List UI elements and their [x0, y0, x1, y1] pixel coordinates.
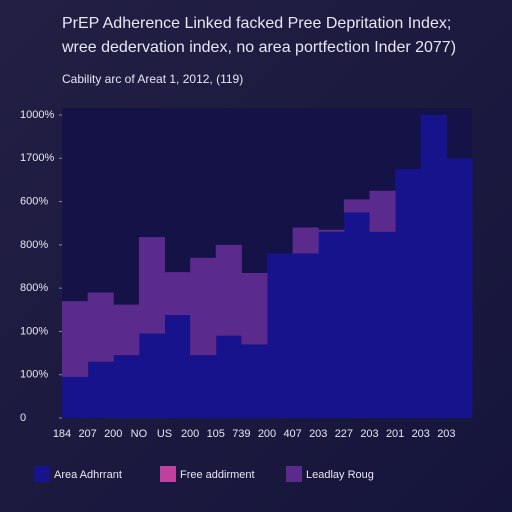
legend-swatch — [286, 466, 302, 482]
area-segment — [369, 190, 396, 232]
y-tick-label: 800% — [20, 282, 48, 294]
area-segment — [215, 244, 242, 336]
x-tick-label: 184 — [53, 428, 71, 440]
area-segment — [318, 229, 345, 232]
area-segment — [190, 257, 217, 356]
area-segment — [395, 169, 422, 418]
legend-label: Free addirment — [180, 469, 255, 481]
chart-subtitle: wree dedervation index, no area portfect… — [61, 39, 456, 56]
area-segment — [62, 376, 89, 418]
area-segment — [446, 158, 473, 419]
legend-label: Area Adhrrant — [54, 469, 122, 481]
x-tick-label: 200 — [104, 428, 122, 440]
y-tick-label: 600% — [20, 195, 48, 207]
x-tick-label: 207 — [78, 428, 96, 440]
area-segment — [292, 253, 319, 418]
y-tick-label: 1000% — [20, 109, 54, 121]
area-segment — [62, 301, 89, 377]
area-segment — [113, 355, 140, 418]
y-tick-label: 800% — [20, 239, 48, 251]
area-segment — [241, 344, 268, 418]
area-segment — [369, 231, 396, 418]
y-tick-label: 0 — [20, 412, 26, 424]
legend-swatch — [160, 466, 176, 482]
area-segment — [138, 237, 165, 334]
x-tick-label: US — [157, 428, 172, 440]
x-tick-label: 203 — [412, 428, 430, 440]
x-tick-label: 227 — [335, 428, 353, 440]
area-segment — [292, 227, 319, 254]
area-segment — [164, 272, 191, 315]
area-segment — [87, 292, 114, 362]
area-segment — [138, 333, 165, 418]
area-segment — [190, 355, 217, 418]
legend-swatch — [34, 466, 50, 482]
y-tick-label: 1700% — [20, 152, 54, 164]
chart-title: PrEP Adherence Linked facked Pree Deprit… — [62, 15, 451, 32]
x-tick-label: 203 — [437, 428, 455, 440]
x-tick-label: 200 — [181, 428, 199, 440]
area-segment — [164, 314, 191, 418]
area-segment — [343, 212, 370, 418]
area-segment — [113, 304, 140, 356]
x-tick-label: 200 — [258, 428, 276, 440]
area-segment — [267, 253, 294, 418]
x-tick-label: NO — [131, 428, 148, 440]
area-segment — [241, 272, 268, 345]
y-tick-label: 100% — [20, 325, 48, 337]
x-tick-label: 407 — [283, 428, 301, 440]
x-tick-label: 201 — [386, 428, 404, 440]
x-tick-label: 105 — [207, 428, 225, 440]
area-segment — [87, 361, 114, 418]
legend-label: Leadlay Roug — [306, 469, 374, 481]
area-segment — [343, 199, 370, 213]
x-tick-label: 203 — [360, 428, 378, 440]
chart-note: Cability arc of Areat 1, 2012, (119) — [62, 72, 243, 86]
area-segment — [318, 231, 345, 418]
y-tick-label: 100% — [20, 369, 48, 381]
x-tick-label: 203 — [309, 428, 327, 440]
area-segment — [420, 115, 447, 418]
area-segment — [215, 335, 242, 418]
x-tick-label: 739 — [232, 428, 250, 440]
